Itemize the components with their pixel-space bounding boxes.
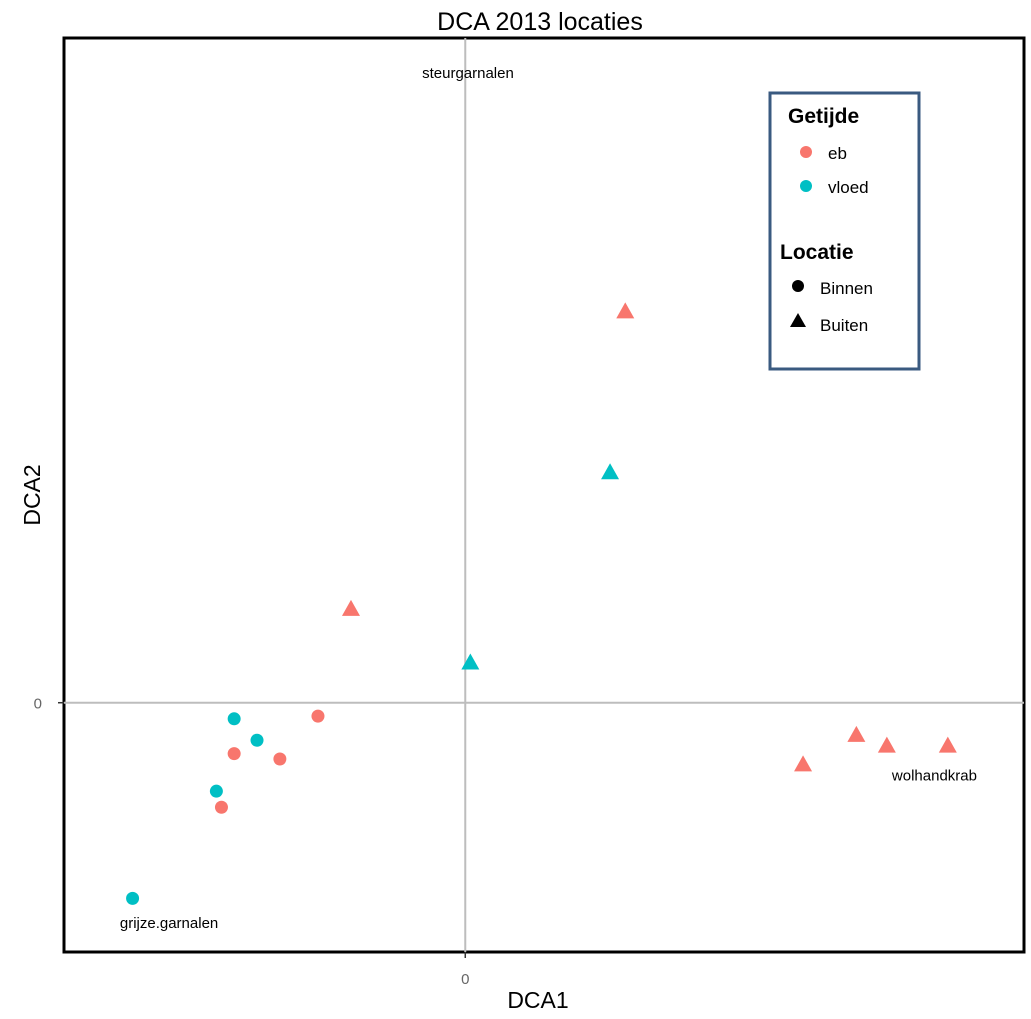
chart-title: DCA 2013 locaties bbox=[437, 8, 643, 36]
point-eb-buiten bbox=[877, 736, 896, 753]
point-vloed-binnen bbox=[126, 891, 140, 905]
legend: Getijde eb vloed Locatie Binnen Buiten bbox=[768, 91, 921, 371]
point-eb-binnen bbox=[273, 752, 287, 766]
point-eb-buiten bbox=[341, 599, 360, 616]
point-vloed-buiten bbox=[461, 653, 480, 670]
legend-binnen-marker bbox=[792, 280, 804, 292]
legend-label-binnen: Binnen bbox=[820, 279, 873, 298]
point-vloed-binnen bbox=[209, 784, 223, 798]
y-tick-label: 0 bbox=[34, 696, 42, 713]
legend-title-locatie: Locatie bbox=[780, 241, 854, 264]
species-label: grijze.garnalen bbox=[120, 915, 218, 932]
species-label: wolhandkrab bbox=[891, 767, 977, 784]
species-label: steurgarnalen bbox=[422, 65, 514, 82]
point-eb-buiten bbox=[938, 736, 957, 753]
legend-label-eb: eb bbox=[828, 144, 847, 163]
legend-vloed-marker bbox=[800, 180, 812, 192]
point-eb-binnen bbox=[311, 709, 325, 723]
legend-eb-marker bbox=[800, 146, 812, 158]
legend-label-vloed: vloed bbox=[828, 178, 869, 197]
point-eb-buiten bbox=[794, 755, 813, 772]
point-eb-buiten bbox=[616, 302, 635, 319]
x-axis-title: DCA1 bbox=[507, 987, 568, 1013]
y-axis-title: DCA2 bbox=[19, 464, 45, 525]
point-eb-binnen bbox=[227, 747, 241, 761]
point-vloed-binnen bbox=[250, 733, 264, 747]
point-vloed-buiten bbox=[601, 463, 620, 480]
point-vloed-binnen bbox=[227, 712, 241, 726]
legend-title-getijde: Getijde bbox=[788, 105, 859, 128]
legend-buiten-marker bbox=[790, 313, 806, 327]
legend-label-buiten: Buiten bbox=[820, 316, 868, 335]
point-eb-buiten bbox=[847, 725, 866, 742]
x-tick-label: 0 bbox=[461, 971, 469, 988]
point-eb-binnen bbox=[214, 800, 228, 814]
